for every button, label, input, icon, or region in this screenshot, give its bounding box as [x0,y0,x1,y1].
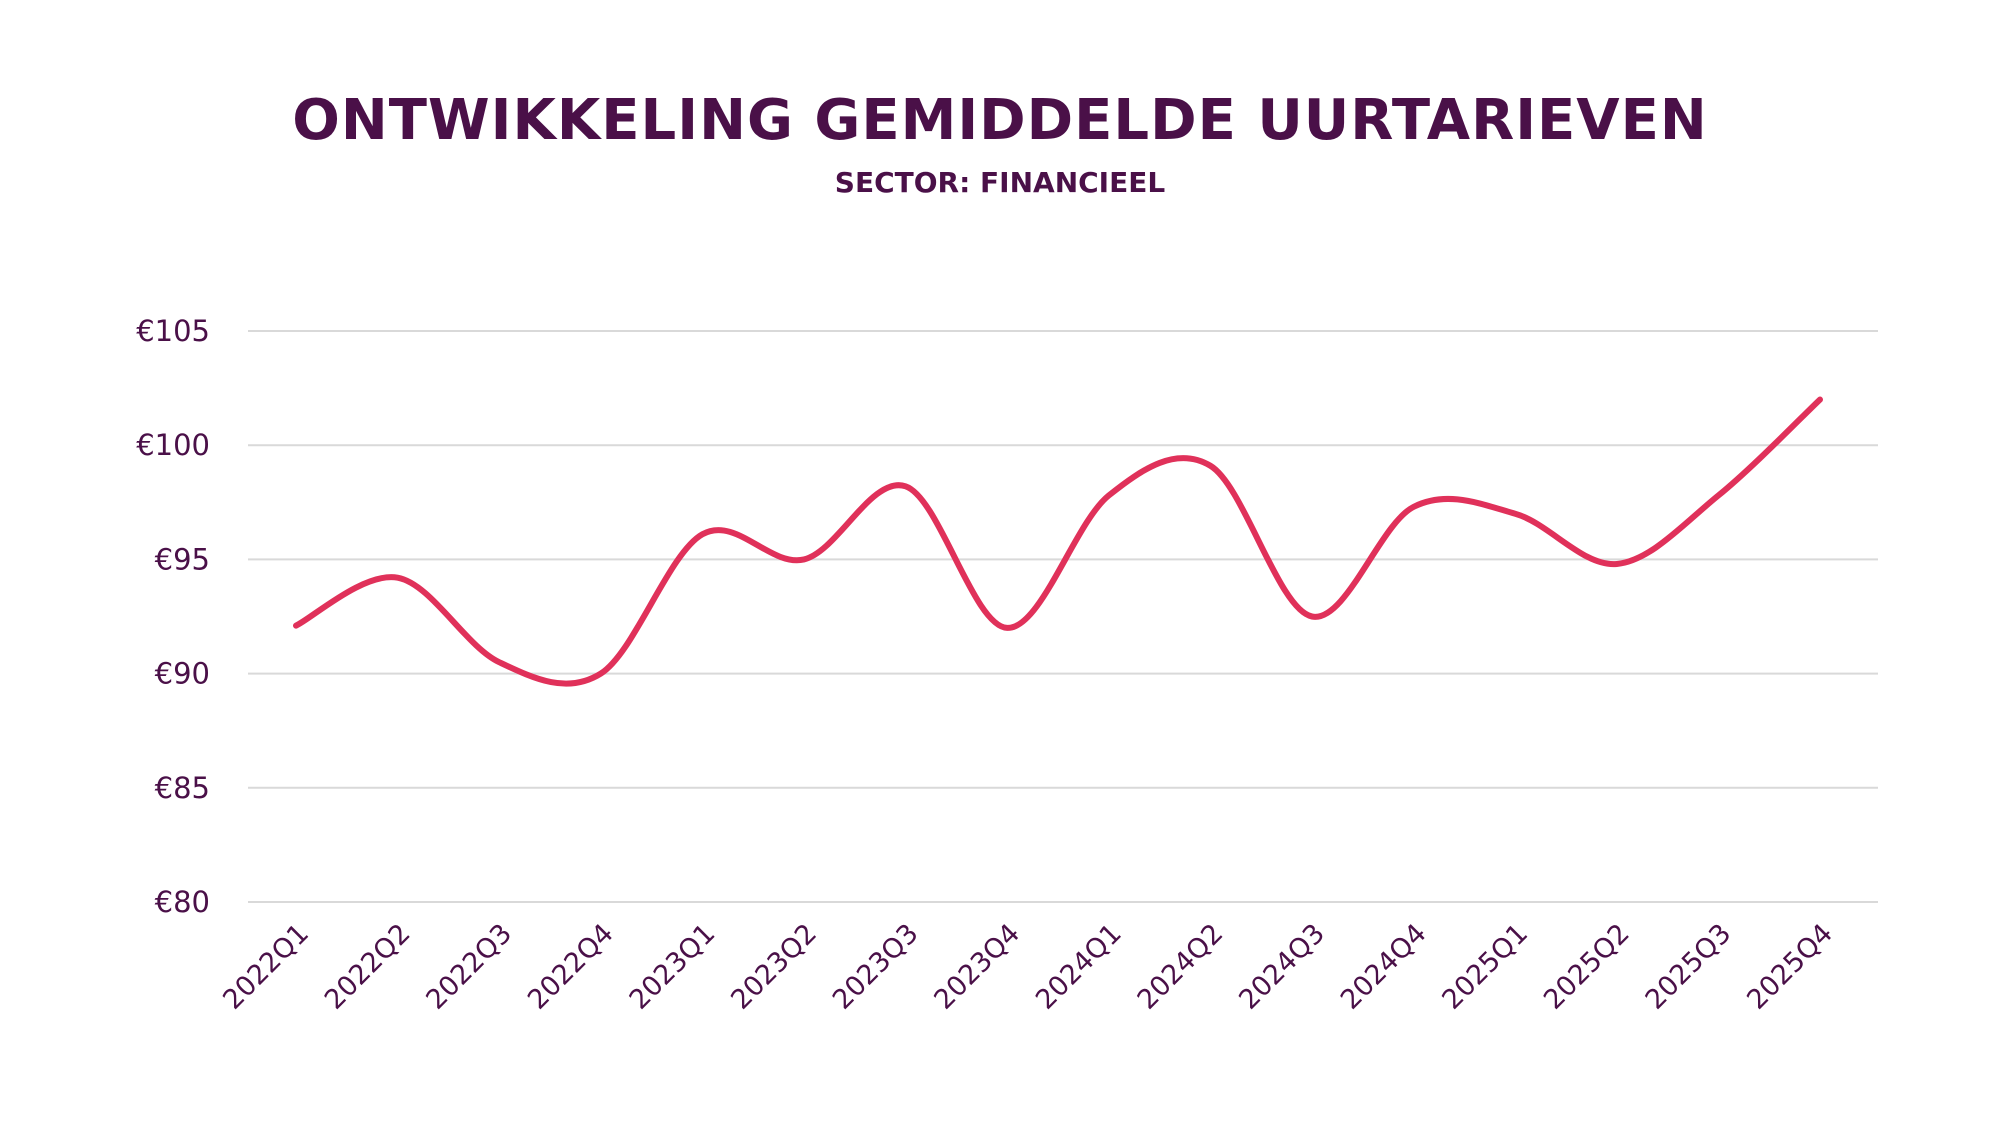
y-tick-label: €90 [155,657,210,691]
x-tick-label: 2025Q2 [1538,918,1636,1016]
x-tick-label: 2025Q3 [1640,918,1738,1016]
chart-title: ONTWIKKELING GEMIDDELDE UURTARIEVEN [292,88,1708,153]
data-point-2022Q4 [598,671,604,677]
x-axis-ticks: 2022Q1 2022Q2 2022Q3 2022Q4 2023Q1 2023Q2 2023… [217,918,1839,1016]
data-point-2024Q3 [1309,614,1315,620]
data-point-2024Q1 [1106,492,1112,498]
data-point-2025Q2 [1614,561,1620,567]
data-point-2023Q4 [1004,625,1010,631]
y-tick-label: €95 [155,542,210,576]
y-tick-label: €105 [136,314,210,348]
data-point-2024Q4 [1411,504,1417,510]
chart-subtitle: SECTOR: FINANCIEEL [834,166,1166,199]
data-point-2022Q1 [293,623,299,629]
data-point-2022Q3 [496,659,502,665]
x-tick-label: 2024Q4 [1335,918,1433,1016]
y-tick-label: €100 [136,428,210,462]
series-line-0 [293,396,1823,687]
data-point-2022Q2 [395,575,401,581]
x-tick-label: 2022Q2 [319,918,417,1016]
y-axis-ticks: €80 €85 €90 €95 €100 €105 [136,314,210,919]
x-tick-label: 2025Q1 [1436,918,1534,1016]
data-point-2025Q1 [1512,511,1518,517]
y-tick-label: €80 [155,885,210,919]
x-tick-label: 2023Q4 [928,918,1026,1016]
data-point-2025Q4 [1817,397,1823,403]
x-tick-label: 2023Q1 [624,918,722,1016]
x-tick-label: 2022Q3 [420,918,518,1016]
x-tick-label: 2022Q1 [217,918,315,1016]
data-point-2023Q1 [699,531,705,537]
data-point-2024Q2 [1207,463,1213,469]
x-tick-label: 2024Q2 [1132,918,1230,1016]
x-tick-label: 2023Q3 [827,918,925,1016]
data-point-2023Q3 [903,483,909,489]
x-tick-label: 2025Q4 [1741,918,1839,1016]
x-tick-label: 2024Q3 [1233,918,1331,1016]
x-tick-label: 2024Q1 [1030,918,1128,1016]
grid-lines [248,330,1878,903]
x-tick-label: 2022Q4 [522,918,620,1016]
y-tick-label: €85 [155,771,210,805]
data-point-2025Q3 [1715,492,1721,498]
data-point-2023Q2 [801,556,807,562]
x-tick-label: 2023Q2 [725,918,823,1016]
series-layer [293,396,1823,687]
